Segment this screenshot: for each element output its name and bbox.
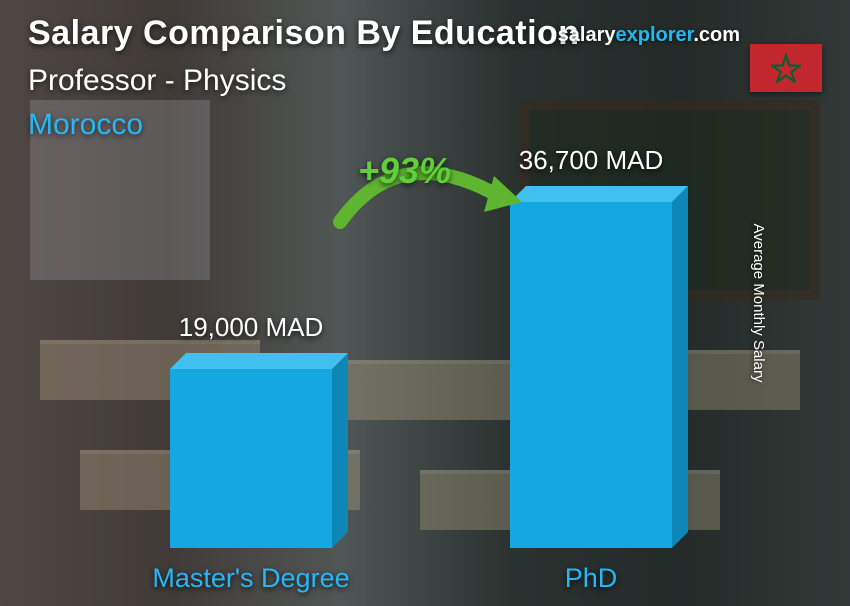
- bar-value-label: 36,700 MAD: [462, 145, 720, 176]
- bar-front: [510, 202, 672, 548]
- bar-top: [170, 353, 348, 369]
- bar-top: [510, 186, 688, 202]
- flag-morocco: [750, 44, 822, 92]
- bar-value-label: 19,000 MAD: [122, 312, 380, 343]
- infographic-canvas: Salary Comparison By Education Professor…: [0, 0, 850, 606]
- subtitle: Professor - Physics: [28, 64, 286, 98]
- bar-chart: 19,000 MAD Master's Degree 36,700 MAD PhD: [0, 136, 850, 606]
- percent-increase-label: +93%: [358, 150, 451, 192]
- category-label: PhD: [460, 563, 722, 594]
- bar-side: [672, 186, 688, 548]
- bar-side: [332, 353, 348, 548]
- flag-star-icon: [771, 53, 801, 83]
- category-label: Master's Degree: [120, 563, 382, 594]
- bar-1: [510, 186, 688, 548]
- page-title: Salary Comparison By Education: [28, 14, 580, 53]
- bar-front: [170, 369, 332, 548]
- bar-0: [170, 353, 348, 548]
- brand-part3: .com: [693, 24, 740, 46]
- brand-watermark: salaryexplorer.com: [558, 24, 740, 47]
- brand-part2: explorer: [615, 24, 693, 46]
- brand-part1: salary: [558, 24, 616, 46]
